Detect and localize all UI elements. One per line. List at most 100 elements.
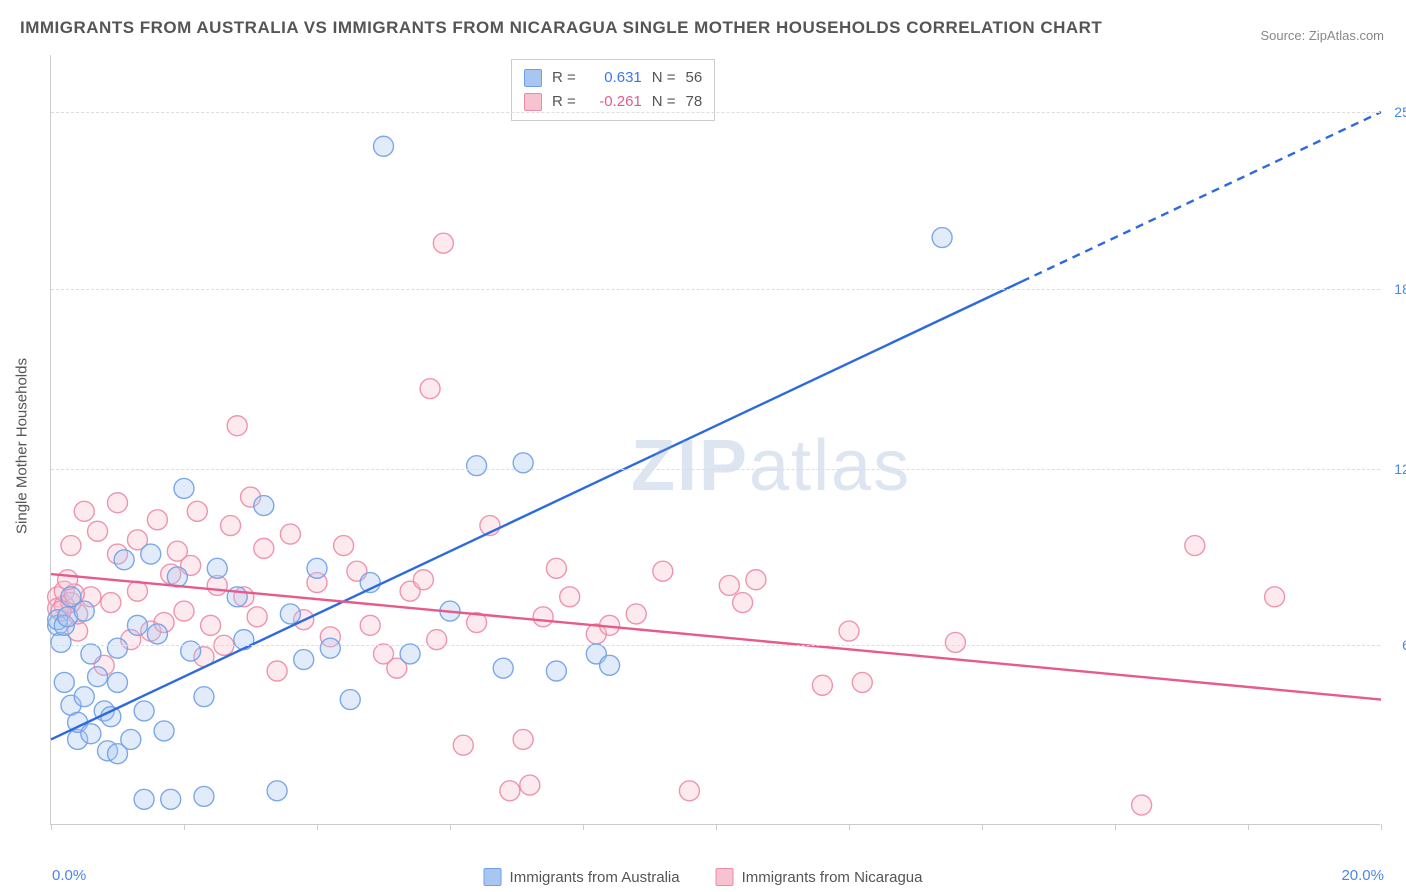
plot-area: ZIPatlas R =0.631N =56R =-0.261N =78 6.3…: [50, 55, 1380, 825]
data-point: [280, 524, 300, 544]
chart-title: IMMIGRANTS FROM AUSTRALIA VS IMMIGRANTS …: [20, 18, 1102, 38]
data-point: [520, 775, 540, 795]
data-point: [108, 744, 128, 764]
data-point: [147, 624, 167, 644]
x-tick: [184, 824, 185, 830]
y-axis-title: Single Mother Households: [14, 358, 31, 534]
data-point: [374, 136, 394, 156]
data-point: [513, 453, 533, 473]
data-point: [254, 538, 274, 558]
data-point: [852, 672, 872, 692]
data-point: [74, 601, 94, 621]
data-point: [467, 456, 487, 476]
data-point: [267, 661, 287, 681]
legend-swatch-blue: [484, 868, 502, 886]
source-label: Source: ZipAtlas.com: [1260, 28, 1384, 43]
data-point: [945, 632, 965, 652]
data-point: [560, 587, 580, 607]
data-point: [81, 644, 101, 664]
data-point: [400, 644, 420, 664]
x-tick: [51, 824, 52, 830]
y-tick-label: 12.5%: [1384, 461, 1406, 477]
stats-swatch: [524, 69, 542, 87]
x-tick: [317, 824, 318, 830]
gridline: [51, 289, 1380, 290]
data-point: [134, 701, 154, 721]
data-point: [433, 233, 453, 253]
data-point: [360, 615, 380, 635]
x-tick: [1248, 824, 1249, 830]
data-point: [127, 581, 147, 601]
data-point: [108, 638, 128, 658]
data-point: [181, 641, 201, 661]
data-point: [280, 604, 300, 624]
data-point: [294, 650, 314, 670]
trend-line-dashed: [1022, 112, 1381, 281]
data-point: [108, 493, 128, 513]
data-point: [679, 781, 699, 801]
data-point: [88, 667, 108, 687]
legend-swatch-pink: [716, 868, 734, 886]
data-point: [427, 630, 447, 650]
stats-n-value: 78: [686, 90, 703, 114]
data-point: [101, 707, 121, 727]
stats-row: R =0.631N =56: [524, 66, 702, 90]
data-point: [88, 521, 108, 541]
legend-label: Immigrants from Nicaragua: [742, 869, 923, 886]
data-point: [746, 570, 766, 590]
x-tick: [450, 824, 451, 830]
data-point: [141, 544, 161, 564]
data-point: [719, 575, 739, 595]
stats-r-label: R =: [552, 90, 576, 114]
y-tick-label: 18.8%: [1384, 281, 1406, 297]
data-point: [74, 687, 94, 707]
data-point: [453, 735, 473, 755]
data-point: [134, 789, 154, 809]
data-point: [600, 655, 620, 675]
data-point: [161, 789, 181, 809]
x-tick: [849, 824, 850, 830]
data-point: [187, 501, 207, 521]
data-point: [413, 570, 433, 590]
data-point: [307, 558, 327, 578]
data-point: [1265, 587, 1285, 607]
stats-swatch: [524, 93, 542, 111]
data-point: [500, 781, 520, 801]
x-tick: [716, 824, 717, 830]
data-point: [194, 786, 214, 806]
data-point: [114, 550, 134, 570]
data-point: [54, 672, 74, 692]
x-axis-max-label: 20.0%: [1341, 867, 1384, 884]
data-point: [108, 672, 128, 692]
y-tick-label: 6.3%: [1384, 637, 1406, 653]
stats-r-label: R =: [552, 66, 576, 90]
y-tick-label: 25.0%: [1384, 104, 1406, 120]
x-axis-min-label: 0.0%: [52, 867, 86, 884]
x-tick: [583, 824, 584, 830]
data-point: [201, 615, 221, 635]
data-point: [334, 536, 354, 556]
stats-n-label: N =: [652, 90, 676, 114]
data-point: [247, 607, 267, 627]
data-point: [546, 558, 566, 578]
data-point: [1185, 536, 1205, 556]
data-point: [174, 601, 194, 621]
data-point: [227, 416, 247, 436]
data-point: [320, 638, 340, 658]
data-point: [653, 561, 673, 581]
data-point: [493, 658, 513, 678]
data-point: [932, 228, 952, 248]
gridline: [51, 645, 1380, 646]
data-point: [194, 687, 214, 707]
data-point: [420, 379, 440, 399]
data-point: [147, 510, 167, 530]
data-point: [1132, 795, 1152, 815]
data-point: [61, 536, 81, 556]
stats-r-value: -0.261: [586, 90, 642, 114]
legend-item-australia: Immigrants from Australia: [484, 868, 680, 886]
gridline: [51, 469, 1380, 470]
stats-r-value: 0.631: [586, 66, 642, 90]
legend-item-nicaragua: Immigrants from Nicaragua: [716, 868, 923, 886]
stats-n-value: 56: [686, 66, 703, 90]
data-point: [101, 593, 121, 613]
